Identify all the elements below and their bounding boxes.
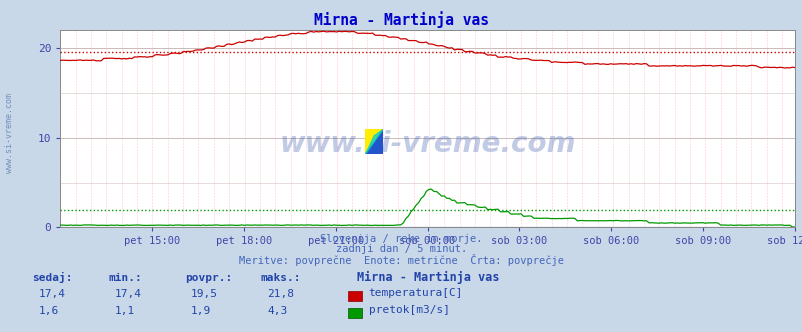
Text: www.si-vreme.com: www.si-vreme.com bbox=[279, 130, 575, 158]
Text: povpr.:: povpr.: bbox=[184, 273, 232, 283]
Polygon shape bbox=[365, 129, 383, 154]
Text: 21,8: 21,8 bbox=[267, 289, 294, 299]
Text: Mirna - Martinja vas: Mirna - Martinja vas bbox=[357, 271, 499, 284]
Text: 17,4: 17,4 bbox=[38, 289, 66, 299]
Text: pretok[m3/s]: pretok[m3/s] bbox=[368, 305, 449, 315]
Text: 1,1: 1,1 bbox=[115, 306, 135, 316]
Text: Slovenija / reke in morje.: Slovenija / reke in morje. bbox=[320, 234, 482, 244]
Text: 19,5: 19,5 bbox=[191, 289, 218, 299]
Text: min.:: min.: bbox=[108, 273, 142, 283]
Text: 1,6: 1,6 bbox=[38, 306, 59, 316]
Text: 4,3: 4,3 bbox=[267, 306, 287, 316]
Text: sedaj:: sedaj: bbox=[32, 272, 72, 283]
Text: zadnji dan / 5 minut.: zadnji dan / 5 minut. bbox=[335, 244, 467, 254]
Text: Meritve: povprečne  Enote: metrične  Črta: povprečje: Meritve: povprečne Enote: metrične Črta:… bbox=[239, 254, 563, 266]
Text: 1,9: 1,9 bbox=[191, 306, 211, 316]
Polygon shape bbox=[365, 129, 383, 154]
Text: Mirna - Martinja vas: Mirna - Martinja vas bbox=[314, 12, 488, 29]
Text: maks.:: maks.: bbox=[261, 273, 301, 283]
Polygon shape bbox=[365, 129, 383, 154]
Text: www.si-vreme.com: www.si-vreme.com bbox=[5, 93, 14, 173]
Text: 17,4: 17,4 bbox=[115, 289, 142, 299]
Text: temperatura[C]: temperatura[C] bbox=[368, 289, 463, 298]
